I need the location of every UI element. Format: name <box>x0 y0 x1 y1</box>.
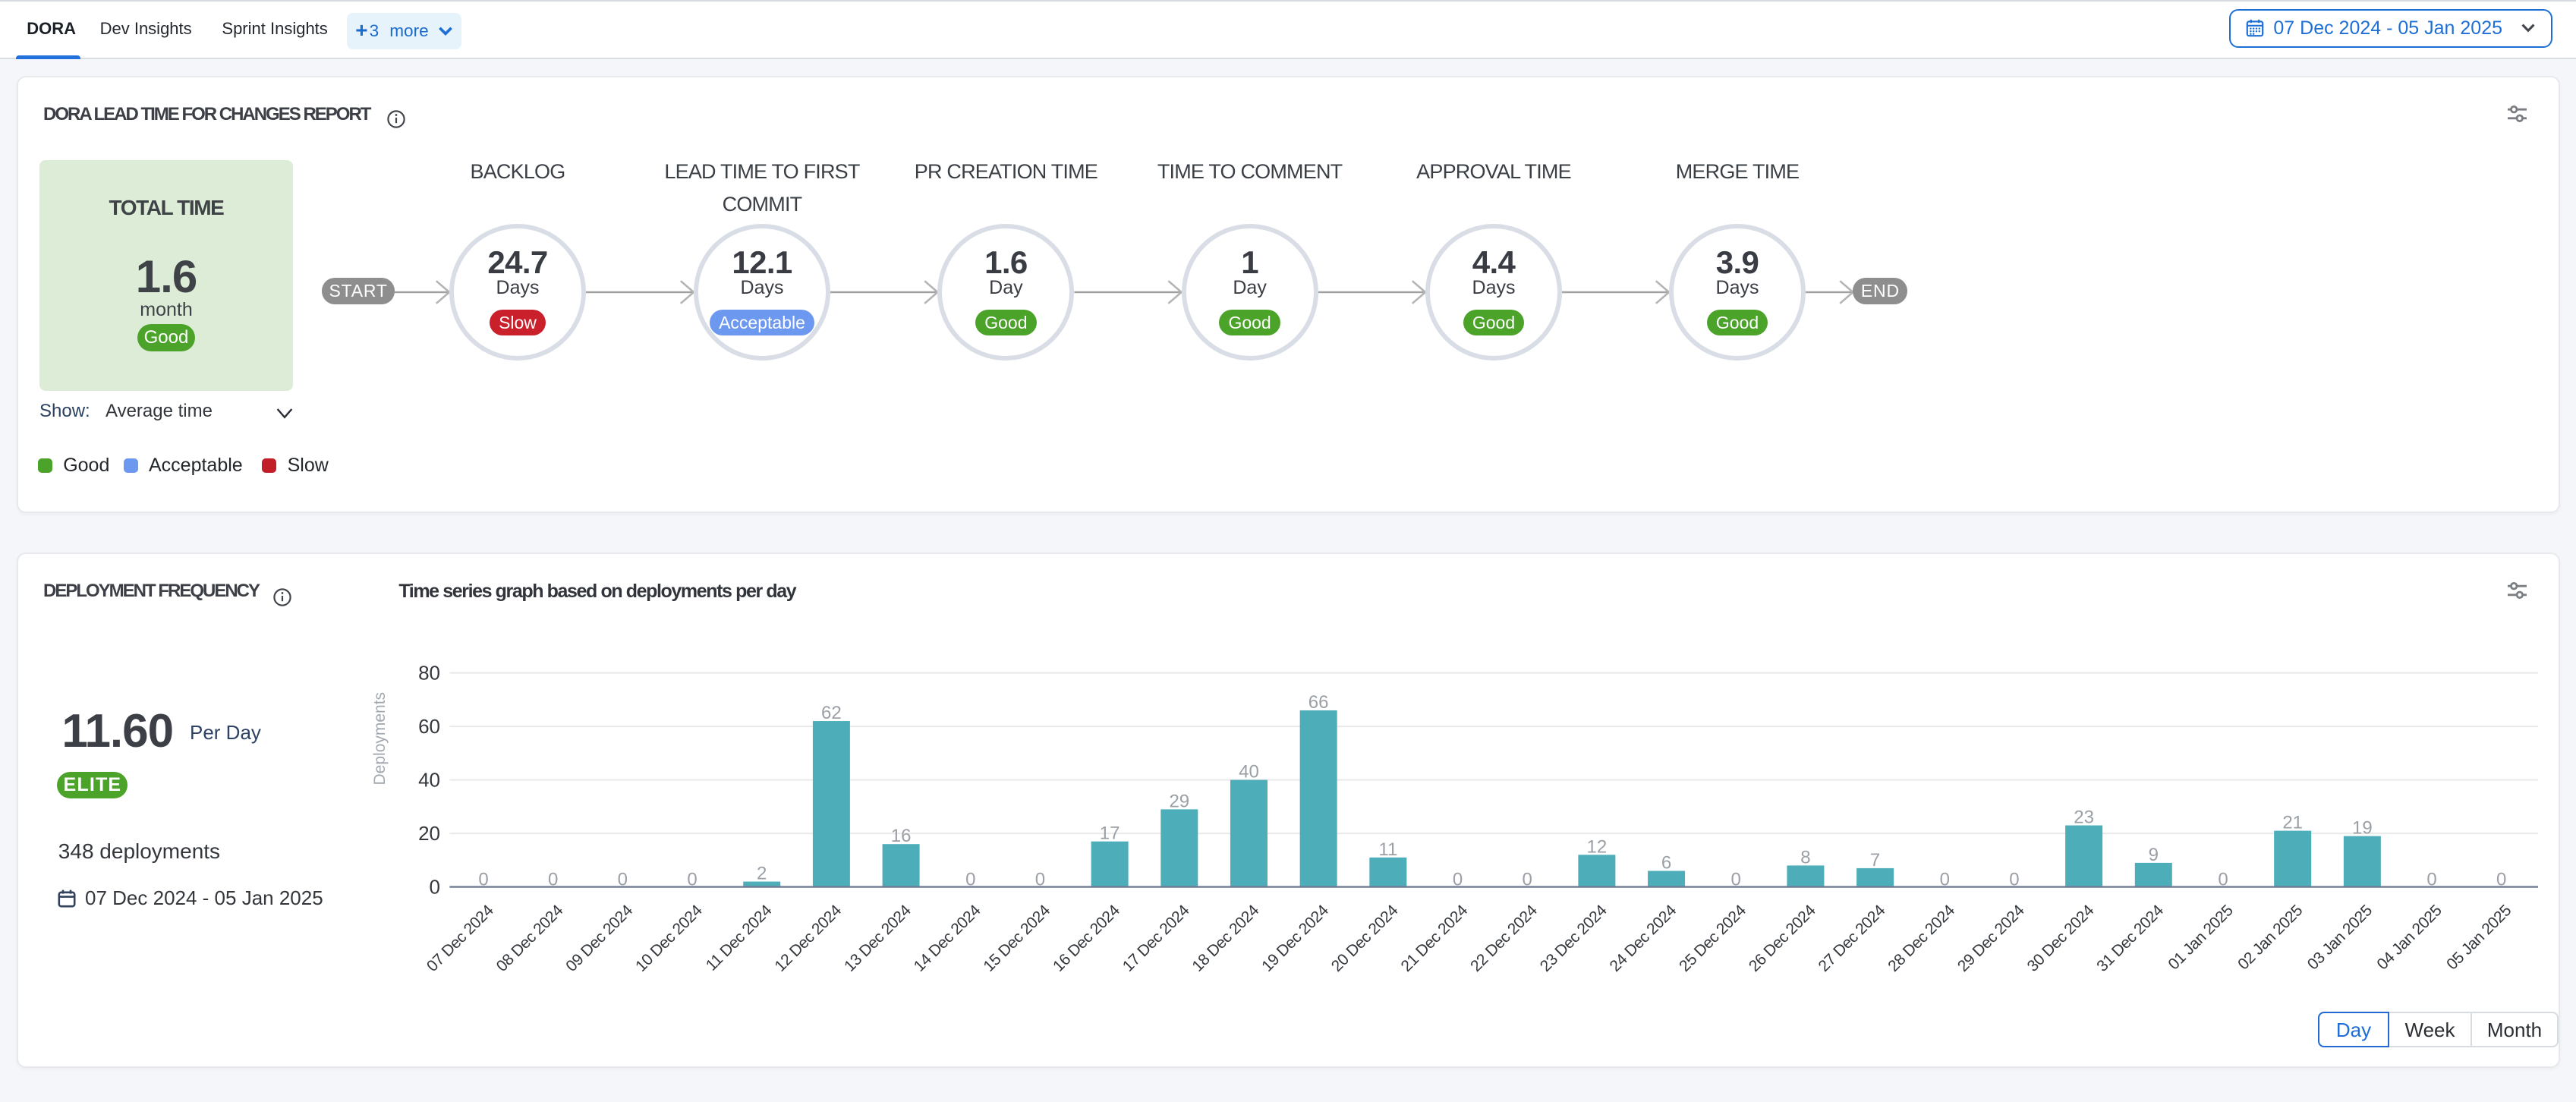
svg-text:0: 0 <box>618 870 628 890</box>
svg-text:28 Dec 2024: 28 Dec 2024 <box>1885 902 1958 975</box>
svg-text:9: 9 <box>2149 845 2159 865</box>
svg-text:25 Dec 2024: 25 Dec 2024 <box>1676 902 1749 975</box>
svg-text:8: 8 <box>1800 847 1810 867</box>
svg-text:6: 6 <box>1661 852 1671 873</box>
svg-text:19: 19 <box>2352 818 2373 839</box>
svg-text:0: 0 <box>1035 870 1045 890</box>
svg-text:0: 0 <box>2009 870 2019 890</box>
svg-text:09 Dec 2024: 09 Dec 2024 <box>562 902 636 975</box>
svg-text:0: 0 <box>965 870 975 890</box>
svg-text:16 Dec 2024: 16 Dec 2024 <box>1050 902 1123 975</box>
svg-text:12 Dec 2024: 12 Dec 2024 <box>771 902 845 975</box>
svg-text:15 Dec 2024: 15 Dec 2024 <box>980 902 1053 975</box>
svg-text:30 Dec 2024: 30 Dec 2024 <box>2024 902 2098 975</box>
svg-text:80: 80 <box>418 662 440 685</box>
svg-text:20: 20 <box>418 822 440 845</box>
svg-text:29: 29 <box>1169 791 1189 811</box>
svg-text:60: 60 <box>418 715 440 738</box>
svg-text:0: 0 <box>1453 870 1463 890</box>
svg-text:03 Jan 2025: 03 Jan 2025 <box>2304 902 2376 973</box>
svg-text:62: 62 <box>821 703 842 723</box>
svg-text:17 Dec 2024: 17 Dec 2024 <box>1120 902 1193 975</box>
svg-text:26 Dec 2024: 26 Dec 2024 <box>1746 902 1819 975</box>
svg-text:10 Dec 2024: 10 Dec 2024 <box>632 902 706 975</box>
svg-text:01 Jan 2025: 01 Jan 2025 <box>2165 902 2236 973</box>
svg-text:21: 21 <box>2282 813 2303 833</box>
svg-text:11: 11 <box>1378 839 1397 860</box>
svg-text:16: 16 <box>891 826 912 846</box>
svg-text:0: 0 <box>1523 870 1532 890</box>
svg-text:2: 2 <box>757 864 767 884</box>
svg-text:22 Dec 2024: 22 Dec 2024 <box>1467 902 1541 975</box>
svg-text:Deployments: Deployments <box>371 692 389 786</box>
svg-text:40: 40 <box>1239 762 1259 782</box>
svg-text:02 Jan 2025: 02 Jan 2025 <box>2234 902 2306 973</box>
svg-text:0: 0 <box>687 870 697 890</box>
svg-text:13 Dec 2024: 13 Dec 2024 <box>841 902 915 975</box>
svg-text:66: 66 <box>1308 692 1329 713</box>
svg-text:0: 0 <box>2218 870 2228 890</box>
svg-text:7: 7 <box>1870 850 1880 871</box>
svg-text:23 Dec 2024: 23 Dec 2024 <box>1537 902 1611 975</box>
svg-text:20 Dec 2024: 20 Dec 2024 <box>1328 902 1402 975</box>
svg-text:07 Dec 2024: 07 Dec 2024 <box>424 902 497 975</box>
svg-text:08 Dec 2024: 08 Dec 2024 <box>493 902 567 975</box>
svg-text:14 Dec 2024: 14 Dec 2024 <box>911 902 984 975</box>
svg-text:18 Dec 2024: 18 Dec 2024 <box>1189 902 1262 975</box>
svg-text:29 Dec 2024: 29 Dec 2024 <box>1954 902 2028 975</box>
svg-text:23: 23 <box>2074 808 2094 828</box>
svg-text:0: 0 <box>478 870 488 890</box>
svg-text:21 Dec 2024: 21 Dec 2024 <box>1397 902 1471 975</box>
svg-text:0: 0 <box>1731 870 1741 890</box>
svg-text:0: 0 <box>548 870 558 890</box>
svg-text:05 Jan 2025: 05 Jan 2025 <box>2443 902 2515 973</box>
svg-text:12: 12 <box>1587 836 1608 857</box>
svg-text:24 Dec 2024: 24 Dec 2024 <box>1607 902 1680 975</box>
svg-text:11 Dec 2024: 11 Dec 2024 <box>703 902 776 974</box>
svg-text:40: 40 <box>418 769 440 792</box>
svg-text:0: 0 <box>430 876 440 899</box>
svg-text:0: 0 <box>2496 870 2506 890</box>
svg-text:04 Jan 2025: 04 Jan 2025 <box>2373 902 2445 973</box>
svg-text:0: 0 <box>1940 870 1950 890</box>
svg-text:17: 17 <box>1100 823 1120 844</box>
svg-text:27 Dec 2024: 27 Dec 2024 <box>1815 902 1889 975</box>
svg-text:31 Dec 2024: 31 Dec 2024 <box>2093 902 2167 975</box>
svg-text:19 Dec 2024: 19 Dec 2024 <box>1258 902 1332 975</box>
svg-text:0: 0 <box>2426 870 2436 890</box>
